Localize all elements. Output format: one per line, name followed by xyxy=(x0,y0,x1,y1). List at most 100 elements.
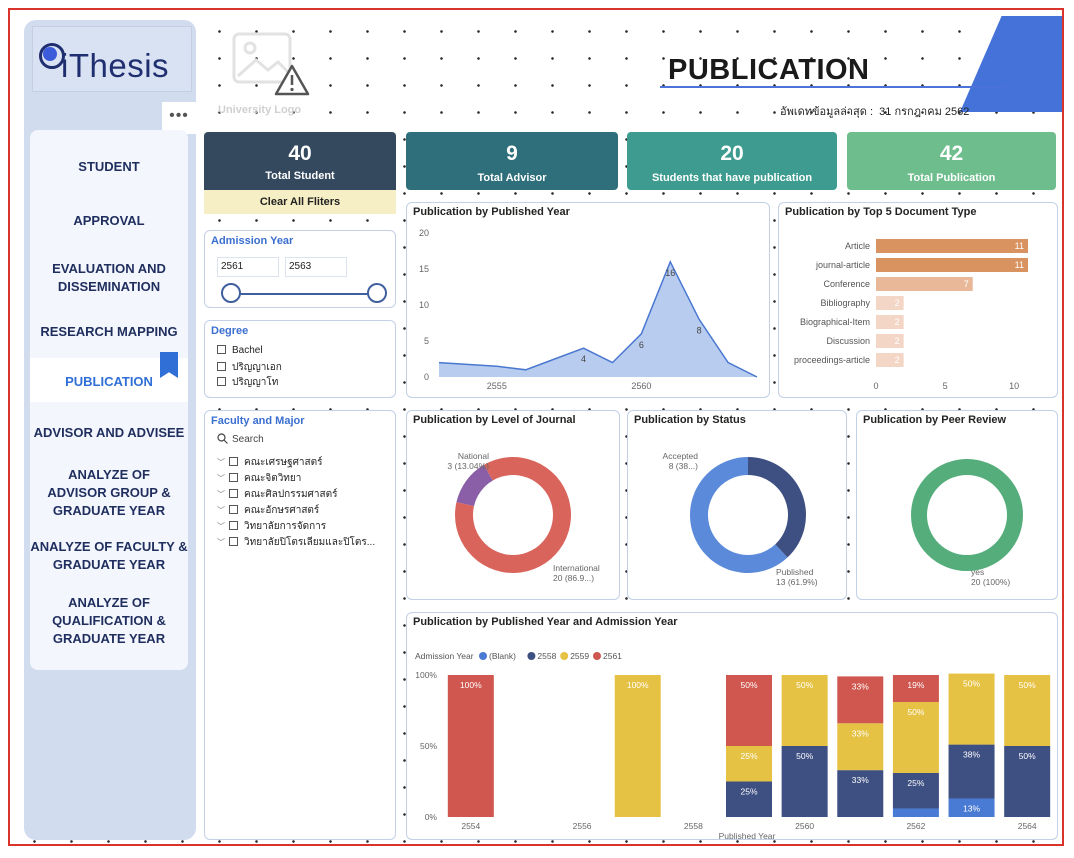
data-label: 25% xyxy=(740,751,757,761)
degree-option-label: Bachel xyxy=(232,345,263,356)
y-tick-label: 20 xyxy=(419,228,429,238)
checkbox[interactable] xyxy=(229,489,238,498)
category-label: Biographical-Item xyxy=(800,317,870,327)
sidebar: iThesis ••• STUDENT APPROVAL EVALUATION … xyxy=(24,20,196,840)
nav-item-approval[interactable]: APPROVAL xyxy=(73,213,145,228)
card-value: 20 xyxy=(720,142,744,165)
y-tick-label: 0% xyxy=(425,812,438,822)
chevron-down-icon[interactable]: ﹀ xyxy=(217,458,225,467)
data-label: 2 xyxy=(895,298,900,308)
card-total-advisor: 9 Total Advisor xyxy=(406,132,618,190)
legend-label: 2561 xyxy=(603,651,622,661)
chart-title: Publication by Top 5 Document Type xyxy=(785,206,977,218)
degree-option[interactable]: ปริญญาเอก xyxy=(217,360,282,375)
nav-item-analyze-qualification[interactable]: ANALYZE OF QUALIFICATION & GRADUATE YEAR xyxy=(52,595,166,646)
nav-item-publication[interactable]: PUBLICATION xyxy=(30,352,188,402)
x-tick-label: 2560 xyxy=(795,821,814,831)
chart-published-year: Publication by Published Year 0 5 10 15 20 4 6… xyxy=(406,202,770,398)
data-label: 25% xyxy=(740,787,757,797)
x-tick-label: 2564 xyxy=(1018,821,1037,831)
x-tick-label: 0 xyxy=(873,381,878,391)
clear-all-filters-button[interactable]: Clear All Fliters xyxy=(204,190,396,214)
data-label: 50% xyxy=(963,679,980,689)
chevron-down-icon[interactable]: ﹀ xyxy=(217,522,225,531)
data-label: 50% xyxy=(1019,751,1036,761)
card-value: 9 xyxy=(506,142,518,165)
degree-option[interactable]: Bachel xyxy=(217,345,263,356)
checkbox[interactable] xyxy=(229,505,238,514)
data-label: 20 (86.9...) xyxy=(553,573,594,583)
x-tick-label: 2558 xyxy=(684,821,703,831)
chart-level-journal: Publication by Level of Journal National… xyxy=(406,410,620,600)
checkbox[interactable] xyxy=(217,345,226,354)
more-options-button[interactable]: ••• xyxy=(162,102,196,134)
faculty-option[interactable]: ﹀ คณะจิตวิทยา xyxy=(217,471,301,486)
stacked-bar-segment xyxy=(781,746,828,817)
sidebar-nav: STUDENT APPROVAL EVALUATION AND DISSEMIN… xyxy=(30,130,188,670)
card-value: 42 xyxy=(939,142,964,165)
image-placeholder-icon xyxy=(232,32,310,96)
title-underline xyxy=(660,86,1005,88)
corner-accent xyxy=(960,16,1062,112)
data-label: 2 xyxy=(895,355,900,365)
checkbox[interactable] xyxy=(229,473,238,482)
category-label: journal-article xyxy=(815,260,870,270)
stacked-bar-segment xyxy=(1004,675,1051,746)
nav-item-evaluation[interactable]: EVALUATION AND DISSEMINATION xyxy=(52,261,166,294)
data-label: 11 xyxy=(1015,241,1024,251)
data-label: yes xyxy=(971,567,984,577)
data-label: 2 xyxy=(895,317,900,327)
card-total-student: 40 Total Student xyxy=(204,132,396,190)
data-label: 7 xyxy=(964,279,969,289)
checkbox[interactable] xyxy=(217,377,226,386)
donut-slice xyxy=(456,464,493,507)
admission-year-from-input[interactable]: 2561 xyxy=(217,257,279,277)
category-label: Discussion xyxy=(826,336,870,346)
faculty-search[interactable]: Search xyxy=(217,433,387,449)
data-label: 50% xyxy=(1019,680,1036,690)
faculty-option[interactable]: ﹀ คณะเศรษฐศาสตร์ xyxy=(217,455,323,470)
faculty-option-label: วิทยาลัยปิโตรเลียมและปิโตร... xyxy=(244,537,376,548)
nav-item-student[interactable]: STUDENT xyxy=(78,159,140,174)
nav-item-advisor[interactable]: ADVISOR AND ADVISEE xyxy=(33,425,185,440)
degree-option[interactable]: ปริญญาโท xyxy=(217,375,278,390)
faculty-option[interactable]: ﹀ วิทยาลัยปิโตรเลียมและปิโตร... xyxy=(217,535,375,550)
logo-mark-icon xyxy=(39,43,65,69)
data-label: 8 xyxy=(697,325,702,335)
data-label: International xyxy=(553,563,600,573)
data-label: 100% xyxy=(460,680,482,690)
admission-year-to-input[interactable]: 2563 xyxy=(285,257,347,277)
nav-item-analyze-advisor[interactable]: ANALYZE OF ADVISOR GROUP & GRADUATE YEAR xyxy=(47,467,171,518)
chevron-down-icon[interactable]: ﹀ xyxy=(217,474,225,483)
data-label: 33% xyxy=(852,728,869,738)
chevron-down-icon[interactable]: ﹀ xyxy=(217,506,225,515)
slider-handle-start[interactable] xyxy=(221,283,241,303)
chevron-down-icon[interactable]: ﹀ xyxy=(217,490,225,499)
search-input[interactable]: Search xyxy=(232,434,264,445)
x-tick-label: 10 xyxy=(1009,381,1019,391)
legend-marker xyxy=(527,652,536,660)
last-update-date: 31 กรกฎาคม 2562 xyxy=(879,106,970,118)
checkbox[interactable] xyxy=(229,457,238,466)
faculty-option[interactable]: ﹀ วิทยาลัยการจัดการ xyxy=(217,519,326,534)
slider-handle-end[interactable] xyxy=(367,283,387,303)
stacked-bar-segment xyxy=(948,673,995,745)
data-label: 33% xyxy=(852,681,869,691)
checkbox[interactable] xyxy=(229,537,238,546)
checkbox[interactable] xyxy=(229,521,238,530)
faculty-option[interactable]: ﹀ คณะอักษรศาสตร์ xyxy=(217,503,319,518)
category-label: Article xyxy=(845,241,870,251)
x-tick-label: 2554 xyxy=(461,821,480,831)
y-tick-label: 10 xyxy=(419,300,429,310)
checkbox[interactable] xyxy=(217,362,226,371)
faculty-option-label: คณะเศรษฐศาสตร์ xyxy=(244,457,323,468)
faculty-option[interactable]: ﹀ คณะศิลปกรรมศาสตร์ xyxy=(217,487,337,502)
data-label: 11 xyxy=(1015,260,1024,270)
nav-item-analyze-faculty[interactable]: ANALYZE OF FACULTY & GRADUATE YEAR xyxy=(30,539,188,572)
chevron-down-icon[interactable]: ﹀ xyxy=(217,538,225,547)
document-type-chart: Article 11 journal-article 11 Conference 7 Bib… xyxy=(794,239,1028,391)
stacked-bar-segment xyxy=(726,746,772,782)
faculty-option-label: คณะศิลปกรรมศาสตร์ xyxy=(244,489,338,500)
nav-item-research-mapping[interactable]: RESEARCH MAPPING xyxy=(40,324,178,339)
